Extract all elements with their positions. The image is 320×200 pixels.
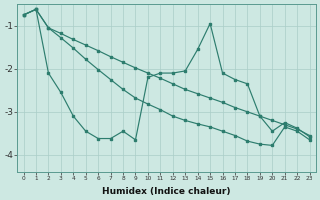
X-axis label: Humidex (Indice chaleur): Humidex (Indice chaleur) — [102, 187, 231, 196]
